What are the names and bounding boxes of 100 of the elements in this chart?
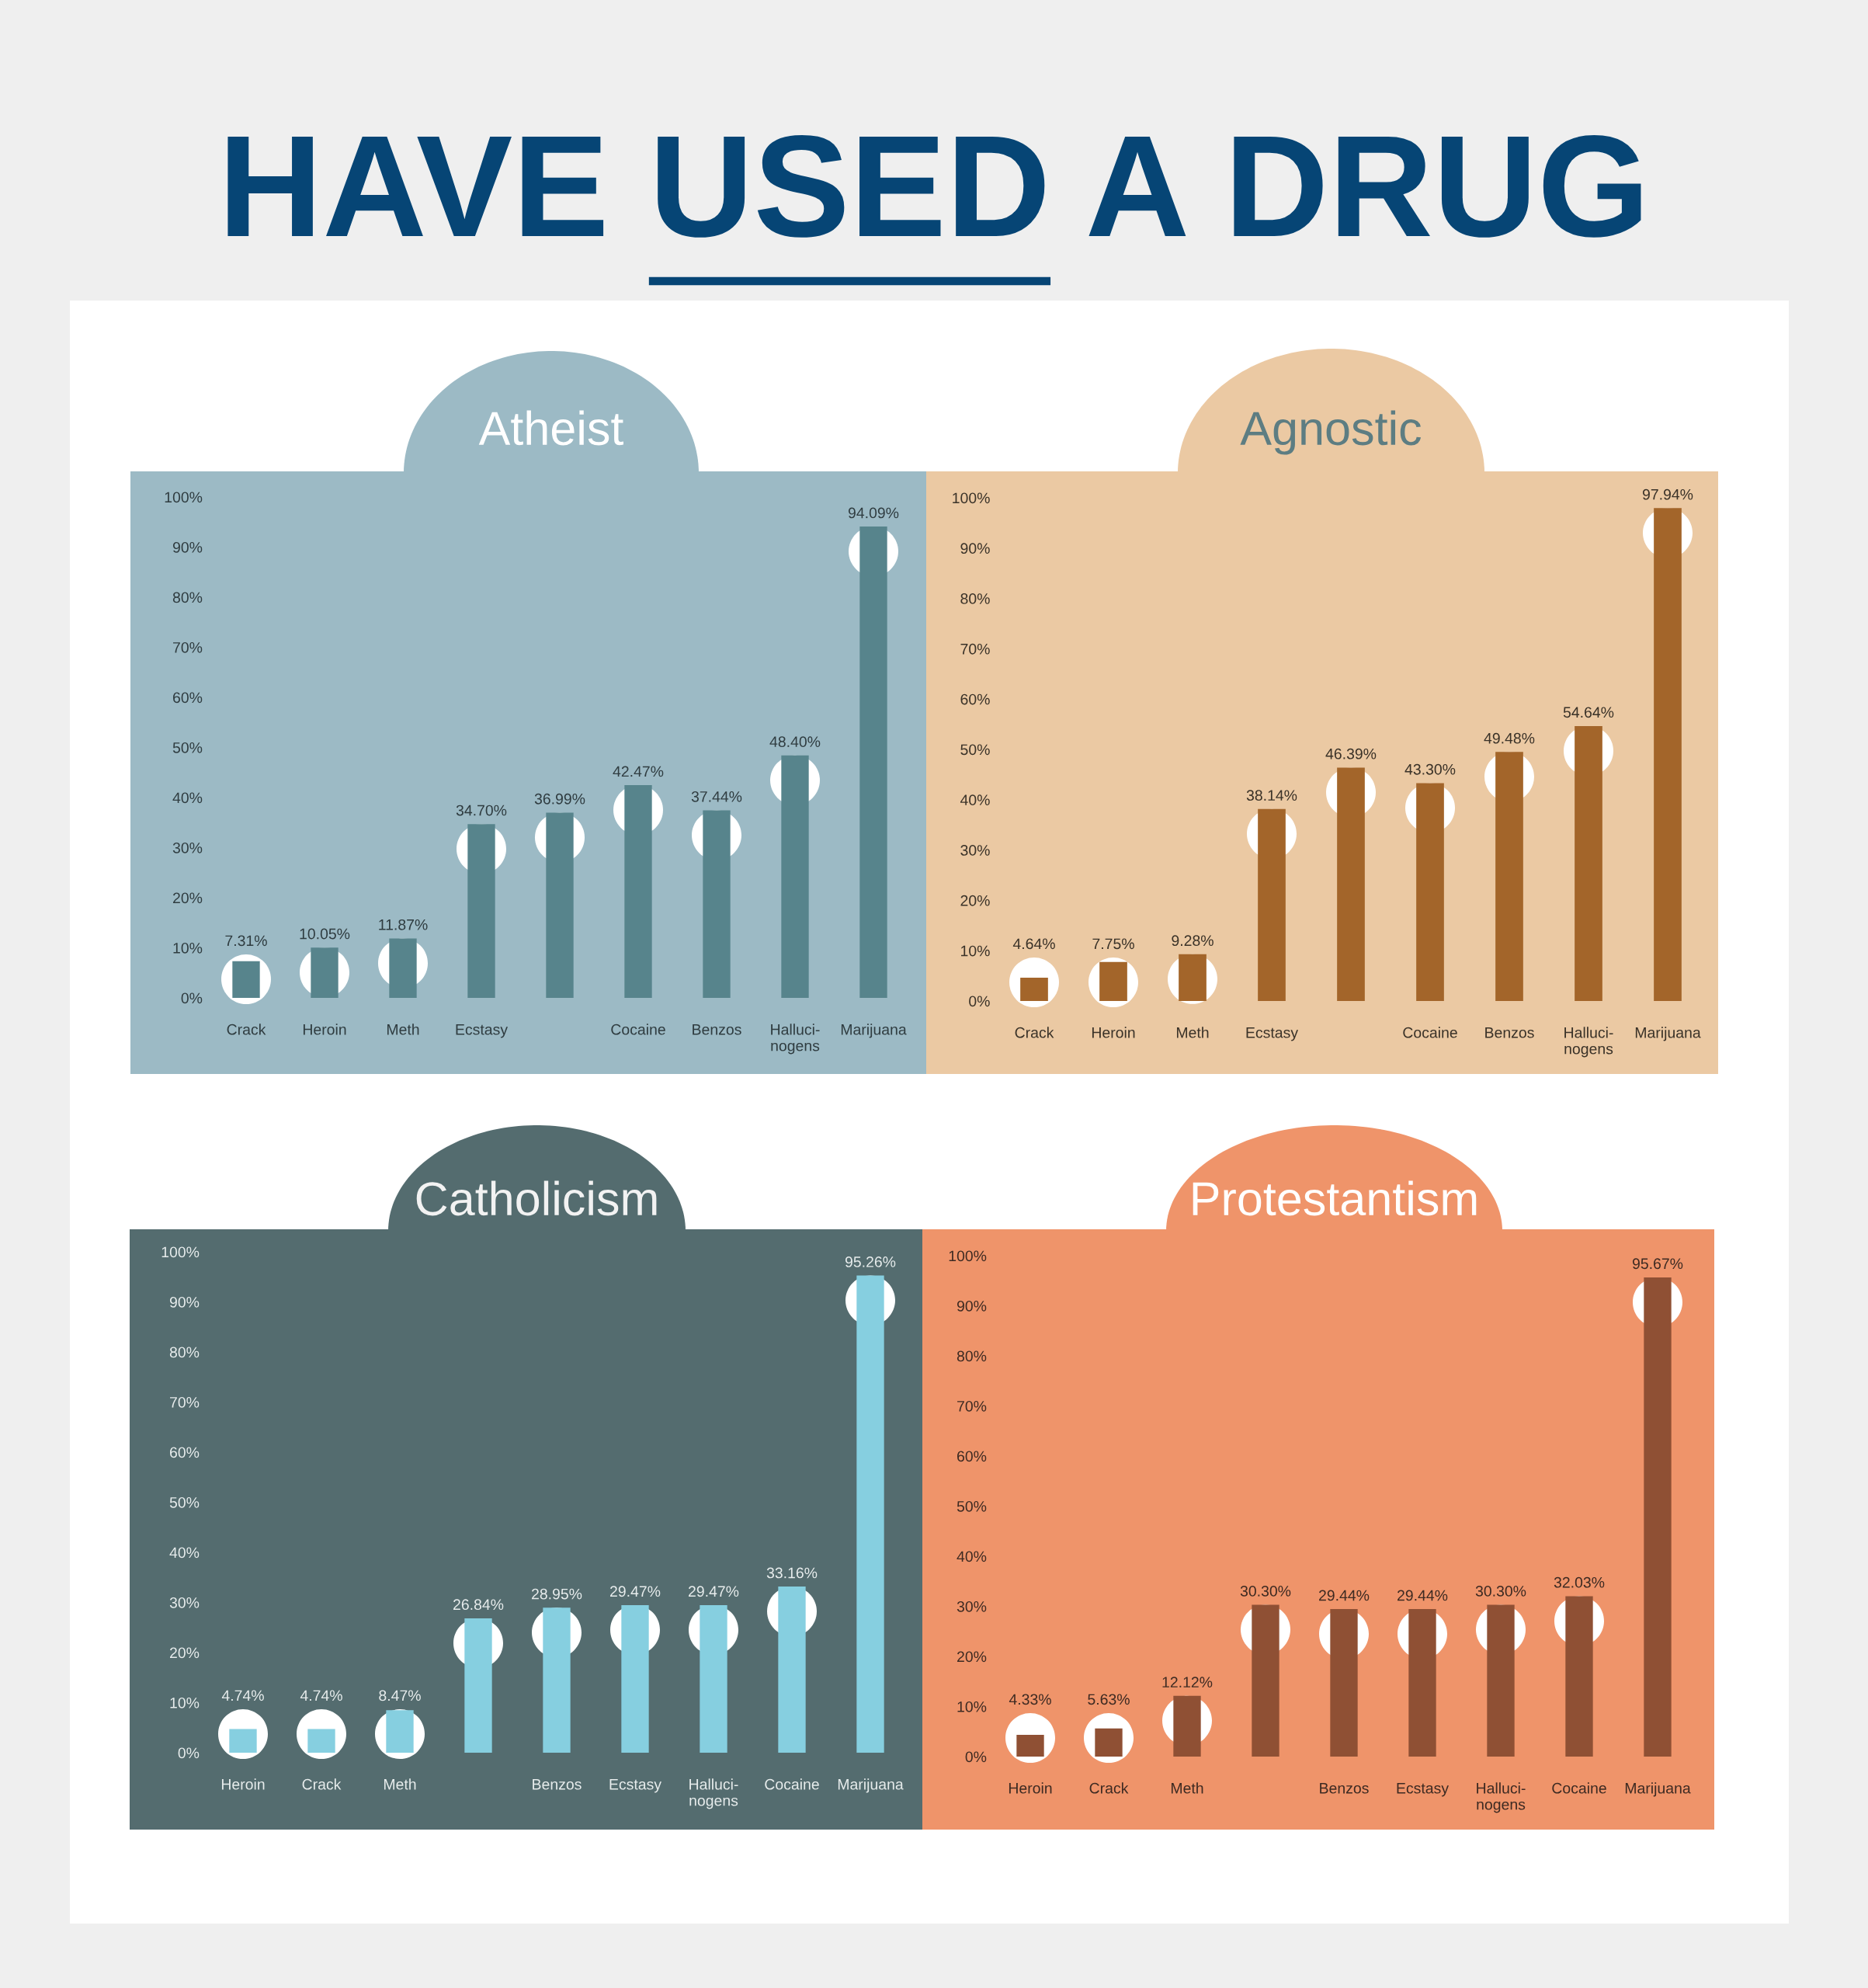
y-tick-label: 70% [960, 643, 990, 655]
data-label: 43.30% [1404, 763, 1456, 775]
data-label: 8.47% [379, 1690, 421, 1701]
x-tick-label: Halluci- nogens [771, 1024, 820, 1055]
x-tick-label: Halluci- nogens [689, 1778, 738, 1809]
x-tick-label: Ecstasy [456, 1024, 508, 1038]
x-tick-label: Meth [1171, 1782, 1203, 1794]
y-tick-label: 30% [957, 1600, 987, 1612]
x-tick-label: Ecstasy [609, 1779, 661, 1793]
y-tick-label: 10% [957, 1701, 987, 1712]
x-tick-label: Cocaine [1552, 1782, 1606, 1794]
y-tick-label: 20% [173, 892, 203, 904]
data-label: 29.47% [610, 1586, 661, 1597]
x-tick-label: Marijuana [838, 1778, 904, 1793]
data-label: 94.09% [848, 507, 899, 519]
data-label: 9.28% [1172, 935, 1214, 947]
chart-subtitle: Atheist [478, 410, 623, 446]
y-tick-label: 60% [173, 692, 203, 704]
data-label: 4.74% [221, 1690, 264, 1701]
bar [1020, 977, 1048, 1001]
bar [1095, 1728, 1123, 1757]
y-tick-label: 70% [957, 1400, 987, 1412]
data-label: 12.12% [1162, 1677, 1213, 1687]
data-label: 30.30% [1475, 1586, 1526, 1597]
bar [232, 961, 260, 998]
y-tick-label: 100% [165, 492, 203, 503]
y-tick-label: 60% [960, 693, 990, 705]
bar [307, 1729, 335, 1753]
x-tick-label: Crack [1089, 1782, 1129, 1794]
data-label: 29.44% [1319, 1590, 1370, 1601]
x-tick-label: Meth [1176, 1027, 1209, 1038]
data-label: 54.64% [1563, 707, 1614, 718]
x-tick-label: Heroin [1009, 1782, 1052, 1794]
y-tick-label: 40% [172, 792, 203, 804]
y-tick-label: 10% [173, 942, 203, 954]
y-tick-label: 20% [170, 1647, 200, 1659]
y-tick-label: 30% [169, 1597, 200, 1608]
data-label: 4.74% [300, 1690, 342, 1701]
chart-subtitle: Agnostic [1240, 410, 1422, 455]
data-label: 38.14% [1246, 790, 1297, 801]
y-tick-label: 50% [169, 1496, 200, 1508]
x-tick-label: Crack [227, 1024, 266, 1035]
data-label: 95.67% [1632, 1258, 1683, 1270]
x-tick-label: Heroin [1092, 1027, 1135, 1038]
y-tick-label: 100% [949, 1250, 987, 1262]
x-tick-label: Heroin [303, 1024, 346, 1035]
data-label: 26.84% [453, 1599, 504, 1611]
data-label: 46.39% [1325, 748, 1377, 759]
data-label: 10.05% [300, 928, 350, 940]
y-tick-label: 90% [960, 543, 990, 554]
y-tick-label: 80% [169, 1347, 200, 1358]
y-tick-label: 0% [181, 992, 203, 1004]
x-tick-label: Crack [302, 1778, 342, 1790]
x-tick-label: Ecstasy [1397, 1783, 1449, 1797]
data-label: 7.31% [225, 935, 267, 947]
x-tick-label: Cocaine [611, 1024, 665, 1035]
y-tick-label: 70% [173, 641, 203, 653]
y-tick-label: 90% [169, 1296, 200, 1308]
x-tick-label: Halluci- nogens [1564, 1027, 1613, 1058]
y-tick-label: 50% [172, 742, 203, 753]
y-tick-label: 30% [172, 842, 203, 853]
y-tick-label: 90% [957, 1300, 987, 1312]
x-tick-label: Benzos [1320, 1783, 1369, 1794]
data-label: 36.99% [534, 793, 585, 805]
x-tick-label: Benzos [1485, 1027, 1534, 1038]
x-tick-label: Ecstasy [1246, 1027, 1298, 1041]
y-tick-label: 50% [957, 1500, 987, 1512]
y-tick-label: 80% [172, 592, 203, 603]
y-tick-label: 50% [960, 744, 990, 756]
data-label: 48.40% [769, 736, 821, 748]
data-label: 4.64% [1012, 938, 1055, 950]
x-tick-label: Cocaine [1403, 1027, 1457, 1038]
data-label: 30.30% [1240, 1586, 1291, 1597]
y-tick-label: 70% [170, 1396, 200, 1408]
x-tick-label: Marijuana [1635, 1027, 1701, 1041]
x-tick-label: Meth [384, 1778, 416, 1790]
x-tick-label: Benzos [533, 1779, 582, 1790]
data-label: 7.75% [1092, 938, 1134, 950]
data-label: 97.94% [1642, 488, 1693, 500]
data-label: 32.03% [1554, 1576, 1605, 1588]
data-label: 29.44% [1398, 1590, 1448, 1601]
data-label: 5.63% [1088, 1694, 1130, 1705]
data-label: 33.16% [766, 1567, 818, 1579]
x-tick-label: Marijuana [1625, 1782, 1691, 1797]
x-tick-label: Crack [1015, 1027, 1054, 1038]
y-tick-label: 10% [170, 1697, 200, 1708]
chart-title: HAVE USED A DRUG [227, 135, 1641, 238]
y-tick-label: 40% [957, 1551, 987, 1562]
data-label: 49.48% [1484, 732, 1535, 744]
y-tick-label: 60% [957, 1451, 987, 1462]
x-tick-label: Halluci- nogens [1477, 1782, 1526, 1813]
y-tick-label: 100% [161, 1246, 200, 1258]
bar [1016, 1735, 1044, 1757]
x-tick-label: Heroin [221, 1778, 265, 1790]
y-tick-label: 0% [969, 996, 990, 1007]
y-tick-label: 40% [960, 794, 990, 806]
y-tick-label: 80% [960, 593, 990, 604]
y-tick-label: 20% [960, 895, 990, 906]
data-label: 34.70% [456, 805, 507, 816]
x-tick-label: Cocaine [765, 1778, 819, 1790]
